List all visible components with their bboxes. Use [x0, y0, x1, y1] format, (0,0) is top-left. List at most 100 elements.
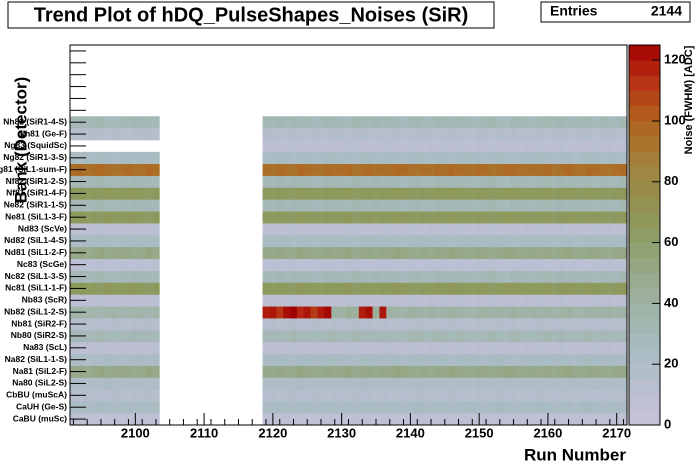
heat-cell: [544, 140, 552, 153]
heat-cell: [482, 199, 490, 212]
heat-cell: [145, 187, 153, 200]
heat-cell: [324, 258, 332, 271]
heat-cell: [111, 151, 119, 165]
heat-cell: [400, 128, 408, 141]
heat-cell: [503, 389, 511, 402]
heat-cell: [613, 258, 621, 271]
heat-cell: [413, 163, 422, 176]
heat-cell: [551, 389, 559, 402]
heat-cell: [413, 377, 422, 390]
heat-cell: [461, 116, 470, 129]
colorbar-swatch: [629, 105, 660, 122]
heat-cell: [606, 306, 614, 319]
heat-cell: [290, 199, 298, 212]
heat-cell: [386, 341, 394, 355]
heat-cell: [125, 151, 133, 165]
heat-cell: [290, 341, 298, 355]
heat-cell: [283, 413, 291, 426]
heat-cell: [551, 330, 559, 343]
heat-cell: [145, 128, 153, 141]
heat-cell: [152, 353, 160, 366]
heat-cell: [606, 211, 614, 224]
heat-cell: [489, 377, 497, 390]
heat-cell: [358, 389, 366, 402]
heat-cell: [262, 187, 270, 200]
heat-cell: [455, 128, 463, 141]
heat-cell: [400, 175, 408, 188]
heat-cell: [331, 306, 339, 319]
heat-cell: [551, 306, 559, 319]
heat-cell: [345, 246, 353, 260]
heat-cell: [544, 246, 552, 260]
heat-cell: [530, 401, 538, 414]
heat-cell: [111, 401, 119, 414]
heat-cell: [496, 401, 504, 414]
heat-cell: [83, 163, 91, 176]
heat-cell: [345, 151, 353, 165]
heat-cell: [358, 140, 366, 153]
heat-cell: [351, 306, 360, 319]
y-tick-label: Nc81 (SiL1-1-F): [5, 283, 67, 293]
heat-cell: [523, 270, 532, 283]
heat-cell: [475, 163, 483, 176]
heat-cell: [448, 211, 456, 224]
heat-cell: [138, 258, 146, 271]
heat-cell: [420, 258, 428, 271]
heat-cell: [296, 199, 305, 212]
heat-cell: [303, 211, 311, 224]
heat-cell: [606, 116, 614, 129]
heat-cell: [83, 318, 91, 331]
heat-cell: [496, 151, 504, 165]
heat-cell: [599, 163, 607, 176]
heat-cell: [503, 401, 511, 414]
heat-cell: [523, 365, 532, 378]
heat-cell: [482, 306, 490, 319]
heat-cell: [592, 128, 600, 141]
heat-cell: [475, 211, 483, 224]
heat-cell: [530, 163, 538, 176]
heat-cell: [620, 235, 628, 248]
heat-cell: [537, 116, 545, 129]
heat-cell: [283, 175, 291, 188]
heat-cell: [125, 294, 133, 307]
heat-cell: [489, 401, 497, 414]
heat-cell: [393, 258, 401, 271]
heat-cell: [516, 330, 525, 343]
heat-cell: [104, 389, 112, 402]
heat-cell: [111, 246, 119, 260]
heat-cell: [523, 258, 532, 271]
heat-cell: [565, 199, 573, 212]
heat-cell: [283, 282, 291, 295]
heat-cell: [434, 318, 442, 331]
heat-cell: [406, 389, 415, 402]
heat-cell: [427, 116, 435, 129]
heat-cell: [468, 353, 477, 366]
heat-cell: [324, 223, 332, 236]
heat-cell: [551, 401, 559, 414]
heat-cell: [90, 246, 98, 260]
heat-cell: [455, 151, 463, 165]
heat-cell: [592, 235, 600, 248]
heat-cell: [83, 270, 91, 283]
heat-cell: [345, 401, 353, 414]
heat-cell: [461, 306, 470, 319]
heat-cell: [434, 306, 442, 319]
heat-cell: [441, 199, 449, 212]
heat-cell: [571, 401, 580, 414]
heat-cell: [578, 341, 587, 355]
heat-cell: [461, 330, 470, 343]
heat-cell: [97, 223, 105, 236]
heat-cell: [599, 401, 607, 414]
heat-cell: [613, 282, 621, 295]
heat-cell: [338, 151, 346, 165]
heat-cell: [283, 377, 291, 390]
heat-cell: [516, 413, 525, 426]
heat-cell: [613, 151, 621, 165]
heat-cell: [606, 330, 614, 343]
heat-cell: [145, 365, 153, 378]
heat-cell: [448, 175, 456, 188]
heat-cell: [145, 211, 153, 224]
heat-cell: [510, 389, 518, 402]
heat-cell: [516, 282, 525, 295]
heat-cell: [324, 116, 332, 129]
